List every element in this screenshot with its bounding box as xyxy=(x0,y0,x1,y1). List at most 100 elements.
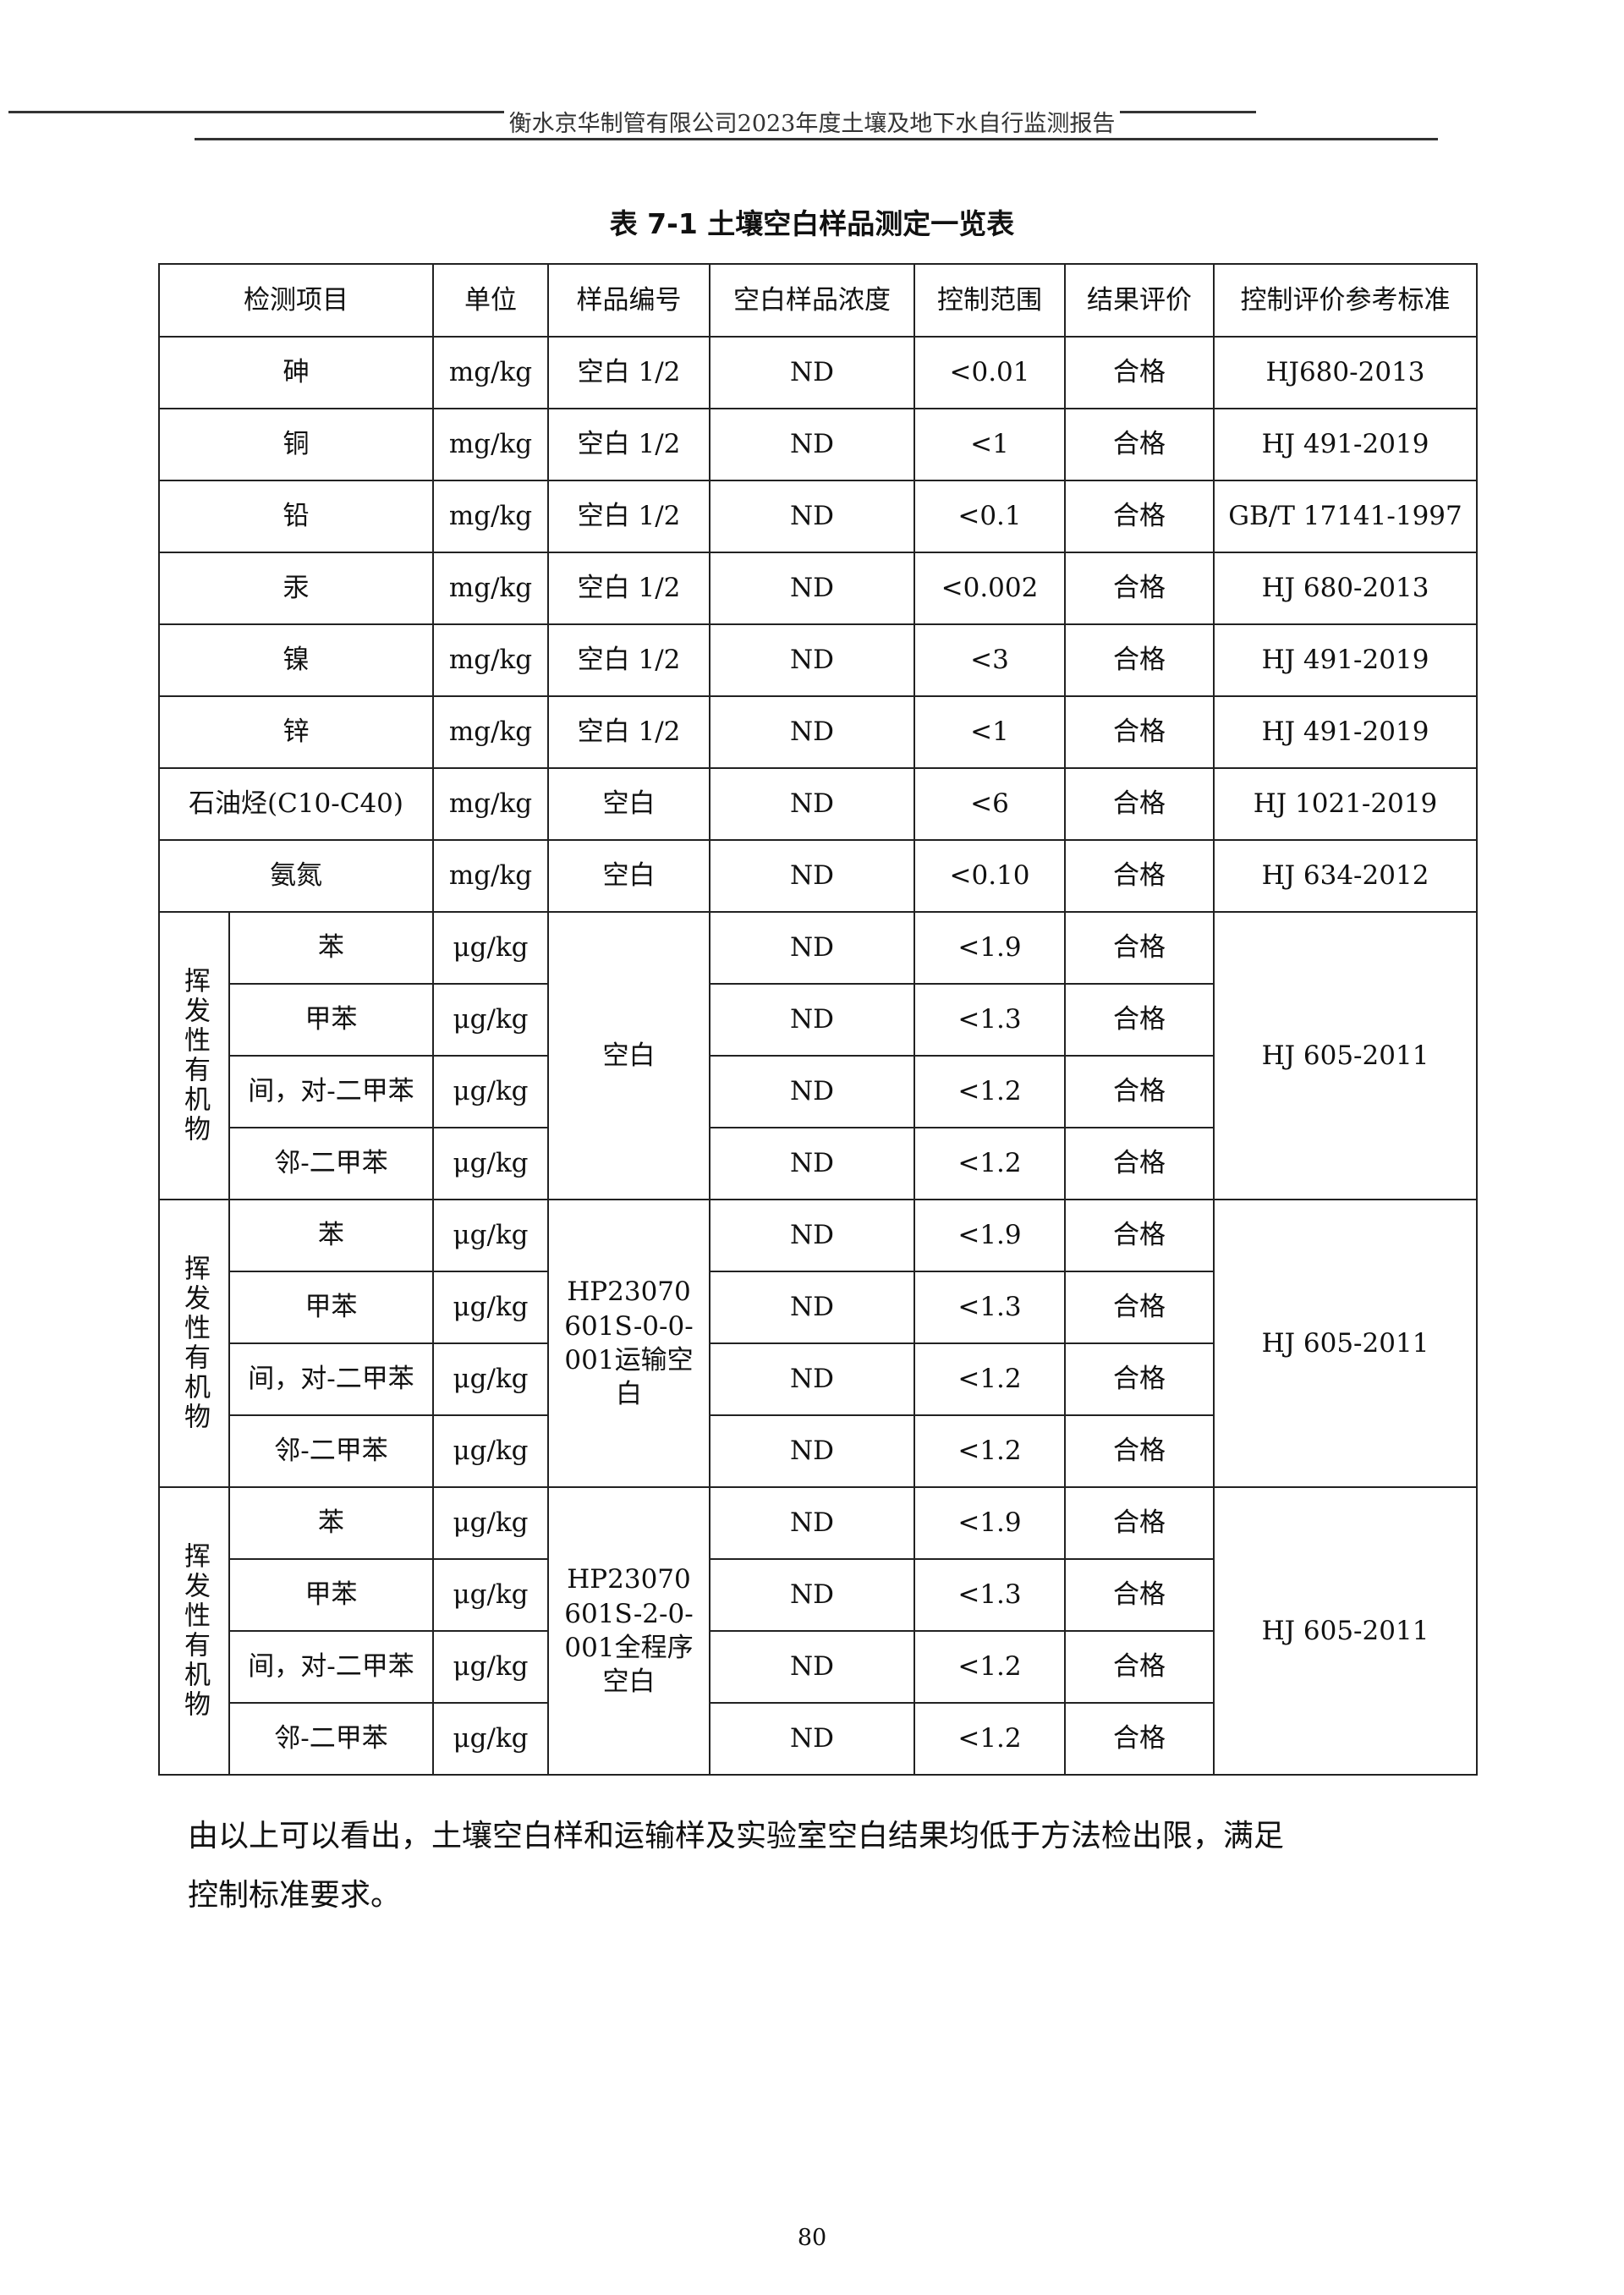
result-cell: 合格 xyxy=(1064,695,1215,769)
unit-cell: μg/kg xyxy=(432,1414,549,1488)
concentration-cell: ND xyxy=(709,552,915,625)
concentration-cell: ND xyxy=(709,1702,915,1776)
control-range-cell: <1.9 xyxy=(914,1486,1066,1560)
sample-id-cell: 空白 1/2 xyxy=(547,623,710,697)
control-range-cell: <0.1 xyxy=(914,480,1066,553)
category-cell: 挥发性有机物 xyxy=(158,911,230,1200)
concentration-cell: ND xyxy=(709,1055,915,1128)
table-row: 邻-二甲苯 μg/kg ND <1.2 合格 xyxy=(159,1702,1477,1776)
result-cell: 合格 xyxy=(1064,983,1215,1057)
result-cell: 合格 xyxy=(1064,1342,1215,1416)
control-range-cell: <1 xyxy=(914,408,1066,481)
item-cell: 氨氮 xyxy=(158,839,434,913)
concentration-cell: ND xyxy=(709,480,915,553)
unit-cell: μg/kg xyxy=(432,1127,549,1200)
table-row: 间，对-二甲苯 μg/kg ND <1.2 合格 xyxy=(159,1630,1477,1704)
standard-cell: HJ 605-2011 xyxy=(1213,1486,1478,1776)
item-cell: 苯 xyxy=(228,911,434,985)
table-row: 汞 mg/kg 空白 1/2 ND <0.002 合格 HJ 680-2013 xyxy=(158,552,1478,625)
concentration-cell: ND xyxy=(709,767,915,841)
control-range-cell: <1.2 xyxy=(914,1127,1066,1200)
unit-cell: μg/kg xyxy=(432,983,549,1057)
control-range-cell: <1.2 xyxy=(914,1342,1066,1416)
control-range-cell: <1.2 xyxy=(914,1414,1066,1488)
item-cell: 间，对-二甲苯 xyxy=(228,1055,434,1128)
unit-cell: mg/kg xyxy=(432,623,549,697)
standard-cell: HJ 491-2019 xyxy=(1213,695,1478,769)
column-header: 控制范围 xyxy=(914,263,1066,338)
control-range-cell: <3 xyxy=(914,623,1066,697)
blank-sample-table: 检测项目 单位 样品编号 空白样品浓度 控制范围 结果评价 控制评价参考标准 砷 mg/kg 空… xyxy=(158,263,1478,1776)
result-cell: 合格 xyxy=(1064,623,1215,697)
result-cell: 合格 xyxy=(1064,480,1215,553)
item-cell: 邻-二甲苯 xyxy=(228,1414,434,1488)
item-cell: 汞 xyxy=(158,552,434,625)
column-header: 结果评价 xyxy=(1064,263,1215,338)
item-cell: 铅 xyxy=(158,480,434,553)
unit-cell: μg/kg xyxy=(432,1271,549,1344)
conclusion-line-1: 由以上可以看出，土壤空白样和运输样及实验室空白结果均低于方法检出限，满足 xyxy=(188,1819,1285,1853)
standard-cell: HJ 605-2011 xyxy=(1213,1199,1478,1488)
sample-id-cell: 空白 xyxy=(547,767,710,841)
control-range-cell: <1.2 xyxy=(914,1055,1066,1128)
control-range-cell: <1.2 xyxy=(914,1630,1066,1704)
table-row: 挥发性有机物苯 μg/kg HP23070601S-2-0-001全程序空白 ND <1… xyxy=(158,1486,1478,1776)
unit-cell: μg/kg xyxy=(432,911,549,985)
running-header-text: 衡水京华制管有限公司2023年度土壤及地下水自行监测报告 xyxy=(503,111,1121,137)
result-cell: 合格 xyxy=(1064,552,1215,625)
page-number: 80 xyxy=(797,2225,827,2251)
table-row: 砷 mg/kg 空白 1/2 ND <0.01 合格 HJ680-2013 xyxy=(158,336,1478,409)
control-range-cell: <1 xyxy=(914,695,1066,769)
column-header: 控制评价参考标准 xyxy=(1213,263,1478,338)
result-cell: 合格 xyxy=(1064,1414,1215,1488)
item-cell: 邻-二甲苯 xyxy=(228,1127,434,1200)
standard-cell: GB/T 17141-1997 xyxy=(1213,480,1478,553)
item-cell: 间，对-二甲苯 xyxy=(228,1630,434,1704)
column-header: 单位 xyxy=(432,263,549,338)
column-header: 空白样品浓度 xyxy=(709,263,915,338)
standard-cell: HJ680-2013 xyxy=(1213,336,1478,409)
unit-cell: μg/kg xyxy=(432,1702,549,1776)
unit-cell: mg/kg xyxy=(432,695,549,769)
result-cell: 合格 xyxy=(1064,408,1215,481)
unit-cell: μg/kg xyxy=(432,1055,549,1128)
unit-cell: mg/kg xyxy=(432,336,549,409)
table-row: 邻-二甲苯 μg/kg ND <1.2 合格 xyxy=(159,1414,1477,1488)
item-cell: 石油烃(C10-C40) xyxy=(158,767,434,841)
conclusion-paragraph: 由以上可以看出，土壤空白样和运输样及实验室空白结果均低于方法检出限，满足 控制标… xyxy=(188,1807,1440,1925)
concentration-cell: ND xyxy=(709,1342,915,1416)
concentration-cell: ND xyxy=(709,1558,915,1632)
concentration-cell: ND xyxy=(709,1271,915,1344)
table-row: 甲苯 μg/kg ND <1.3 合格 xyxy=(159,983,1477,1057)
standard-cell: HJ 1021-2019 xyxy=(1213,767,1478,841)
table-row: 挥发性有机物苯 μg/kg HP23070601S-0-0-001运输空白 ND <1.… xyxy=(158,1199,1478,1488)
item-cell: 苯 xyxy=(228,1199,434,1272)
control-range-cell: <1.3 xyxy=(914,1271,1066,1344)
column-header: 样品编号 xyxy=(547,263,710,338)
table-row: 铅 mg/kg 空白 1/2 ND <0.1 合格 GB/T 17141-1997 xyxy=(158,480,1478,553)
column-header: 检测项目 xyxy=(158,263,434,338)
category-cell: 挥发性有机物 xyxy=(158,1199,230,1488)
control-range-cell: <1.9 xyxy=(914,1199,1066,1272)
table-row: 镍 mg/kg 空白 1/2 ND <3 合格 HJ 491-2019 xyxy=(158,623,1478,697)
sample-id-cell: 空白 1/2 xyxy=(547,695,710,769)
control-range-cell: <6 xyxy=(914,767,1066,841)
result-cell: 合格 xyxy=(1064,1055,1215,1128)
result-cell: 合格 xyxy=(1064,1199,1215,1272)
control-range-cell: <1.9 xyxy=(914,911,1066,985)
item-cell: 甲苯 xyxy=(228,1558,434,1632)
table-row: 间，对-二甲苯 μg/kg ND <1.2 合格 xyxy=(159,1342,1477,1416)
sample-id-cell: 空白 xyxy=(547,911,710,1200)
item-cell: 甲苯 xyxy=(228,983,434,1057)
unit-cell: mg/kg xyxy=(432,767,549,841)
table-row: 石油烃(C10-C40) mg/kg 空白 ND <6 合格 HJ 1021-2019 xyxy=(158,767,1478,841)
table-row: 锌 mg/kg 空白 1/2 ND <1 合格 HJ 491-2019 xyxy=(158,695,1478,769)
concentration-cell: ND xyxy=(709,911,915,985)
concentration-cell: ND xyxy=(709,983,915,1057)
table-row: 铜 mg/kg 空白 1/2 ND <1 合格 HJ 491-2019 xyxy=(158,408,1478,481)
result-cell: 合格 xyxy=(1064,1702,1215,1776)
result-cell: 合格 xyxy=(1064,1271,1215,1344)
result-cell: 合格 xyxy=(1064,336,1215,409)
item-cell: 甲苯 xyxy=(228,1271,434,1344)
sample-id-cell: HP23070601S-2-0-001全程序空白 xyxy=(547,1486,710,1776)
